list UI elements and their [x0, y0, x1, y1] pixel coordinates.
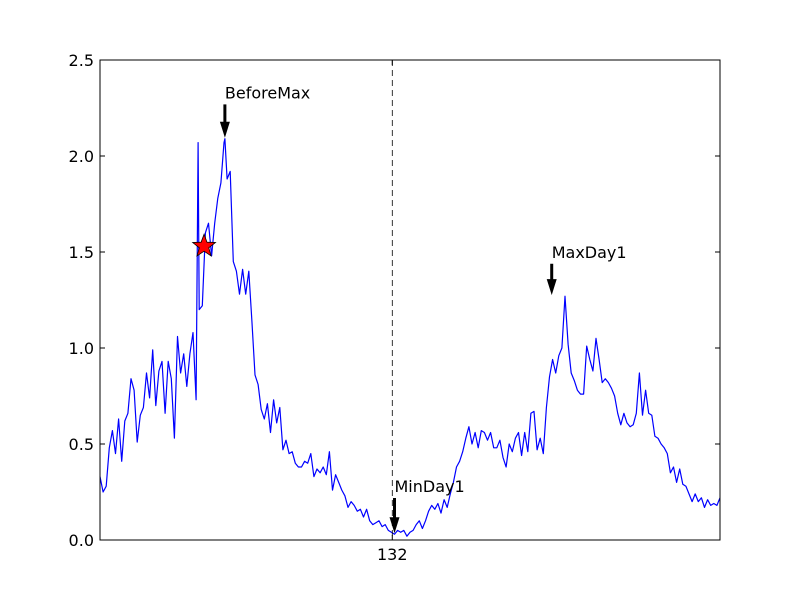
data-series-line	[99, 138, 721, 537]
annotation-arrow-head	[219, 121, 230, 138]
y-tick-label: 2.5	[69, 51, 94, 70]
annotation-label: BeforeMax	[225, 83, 310, 102]
star-marker	[191, 233, 217, 257]
annotation-arrow-head	[546, 279, 557, 296]
annotation-arrow-head	[389, 517, 400, 534]
y-tick-label: 1.0	[69, 339, 94, 358]
axes-frame	[99, 59, 721, 541]
y-tick-label: 1.5	[69, 243, 94, 262]
annotation-label: MaxDay1	[552, 243, 627, 262]
y-tick-label: 0.5	[69, 435, 94, 454]
y-tick-label: 0.0	[69, 531, 94, 550]
x-tick-label: 132	[377, 545, 408, 564]
y-tick-label: 2.0	[69, 147, 94, 166]
plot-area: 0.0 0.5 1.0 1.5 2.0 2.5 132 BeforeMax MinDay1 Max…	[69, 51, 721, 564]
annotation-label: MinDay1	[395, 477, 465, 496]
